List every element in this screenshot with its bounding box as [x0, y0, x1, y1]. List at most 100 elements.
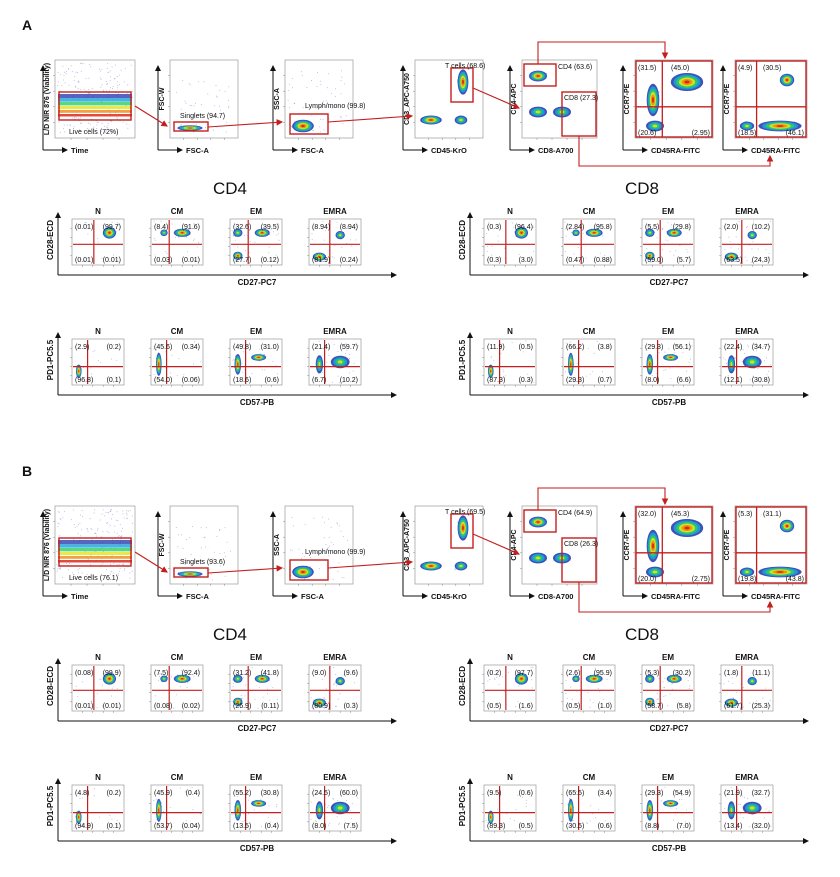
event-dot [533, 250, 535, 252]
event-dot [205, 127, 207, 128]
density-contour [158, 362, 160, 367]
quadrant-ur-value: (39.5) [261, 224, 279, 231]
event-dot [189, 234, 191, 236]
quadrant-plot: (32.6) (39.5)(27.7) (0.12)EM [228, 207, 283, 267]
event-dot [323, 239, 325, 241]
event-dot [259, 687, 261, 689]
event-dot [94, 532, 96, 534]
event-dot [316, 364, 318, 366]
plot-frame [150, 218, 204, 266]
event-dot [322, 221, 324, 223]
quadrant-ur-value: (0.2) [107, 790, 121, 797]
quadrant-ll-value: (19.8) [738, 576, 756, 583]
density-band [58, 98, 132, 102]
event-dot [81, 572, 83, 574]
event-dot [118, 574, 119, 576]
event-dot [573, 253, 575, 255]
event-dot [340, 117, 342, 118]
event-dot [311, 233, 313, 235]
event-dot [106, 80, 107, 82]
plot-title: N [95, 327, 101, 336]
event-dot [589, 373, 591, 375]
event-dot [228, 105, 230, 107]
density-contour [163, 232, 165, 234]
y-axis-label: CD28-ECD [46, 220, 55, 260]
x-axis-label: CD57-PB [240, 398, 274, 407]
quadrant-ur-value: (56.1) [673, 344, 691, 351]
event-dot [261, 369, 263, 371]
event-dot [490, 357, 492, 359]
event-dot [343, 536, 345, 537]
event-dot [346, 225, 348, 227]
y-axis-label: L/D NIR 876 (Viability) [44, 63, 51, 135]
event-dot [79, 514, 81, 516]
population-group: CD4(0.08) (99.9)(0.01) (0.01)N(7.5) (92.4)(… [46, 625, 397, 853]
density-contour [318, 362, 321, 367]
quadrant-ur-value: (34.7) [752, 344, 770, 351]
quadrant-ur-value: (30.5) [763, 65, 781, 72]
event-dot [248, 251, 250, 253]
quadrant-lr-value: (0.88) [594, 257, 612, 264]
event-dot [351, 245, 353, 247]
gate-label: CD8 (27.3) [564, 95, 598, 102]
event-dot [728, 236, 730, 238]
event-dot [232, 235, 234, 237]
event-dot [87, 558, 89, 560]
event-dot [98, 678, 100, 680]
event-dot [94, 350, 96, 352]
quadrant-ur-value: (9.6) [344, 670, 358, 677]
event-dot [564, 250, 566, 252]
density-contour [535, 110, 541, 114]
event-dot [80, 70, 82, 72]
quadrant-ll-value: (20.6) [638, 130, 656, 137]
event-dot [200, 361, 202, 363]
event-dot [72, 117, 74, 119]
y-axis-label: CD28-ECD [458, 220, 467, 260]
density-contour [180, 678, 184, 680]
quadrant-plot: (8.94) (8.94)(81.9) (0.24)EMRA [307, 207, 362, 267]
density-contour [459, 118, 463, 122]
event-dot [77, 572, 79, 574]
event-dot [257, 707, 259, 709]
event-dot [338, 233, 340, 235]
event-dot [486, 246, 488, 248]
event-dot [93, 126, 95, 128]
event-dot [79, 798, 81, 800]
plot-row: (2.9) (0.2)(96.8) (0.1)N(45.6) (0.34)(54.0)… [46, 327, 397, 407]
event-dot [116, 132, 118, 134]
plot-title: EM [662, 207, 674, 216]
event-dot [190, 553, 192, 555]
event-dot [59, 568, 61, 570]
event-dot [96, 707, 98, 709]
event-dot [117, 573, 119, 575]
event-dot [341, 355, 343, 357]
event-dot [85, 77, 87, 79]
gate-label: T cells (68.6) [445, 63, 485, 70]
event-dot [454, 568, 456, 570]
event-dot [225, 556, 227, 558]
event-dot [78, 80, 80, 82]
event-dot [596, 341, 598, 342]
event-dot [90, 66, 92, 68]
event-dot [182, 79, 184, 81]
density-contour [339, 680, 342, 683]
event-dot [126, 84, 128, 86]
event-dot [668, 348, 670, 350]
event-dot [749, 379, 751, 381]
event-dot [113, 78, 115, 80]
plot-row: (4.8) (0.2)(94.9) (0.1)N(45.9) (0.4)(53.7)(… [46, 773, 397, 853]
event-dot [734, 357, 736, 359]
quadrant-ur-value: (45.3) [671, 511, 689, 518]
event-dot [738, 221, 740, 223]
event-dot [688, 361, 690, 363]
event-dot [335, 88, 336, 90]
quadrant-ul-value: (49.8) [233, 344, 251, 351]
event-dot [340, 80, 342, 82]
event-dot [260, 227, 262, 229]
event-dot [75, 71, 77, 73]
event-dot [350, 239, 352, 241]
population-group: CD4(0.01) (99.7)(0.01) (0.01)N(8.4) (91.6)(… [46, 179, 397, 407]
event-dot [78, 82, 80, 84]
event-dot [757, 367, 759, 369]
